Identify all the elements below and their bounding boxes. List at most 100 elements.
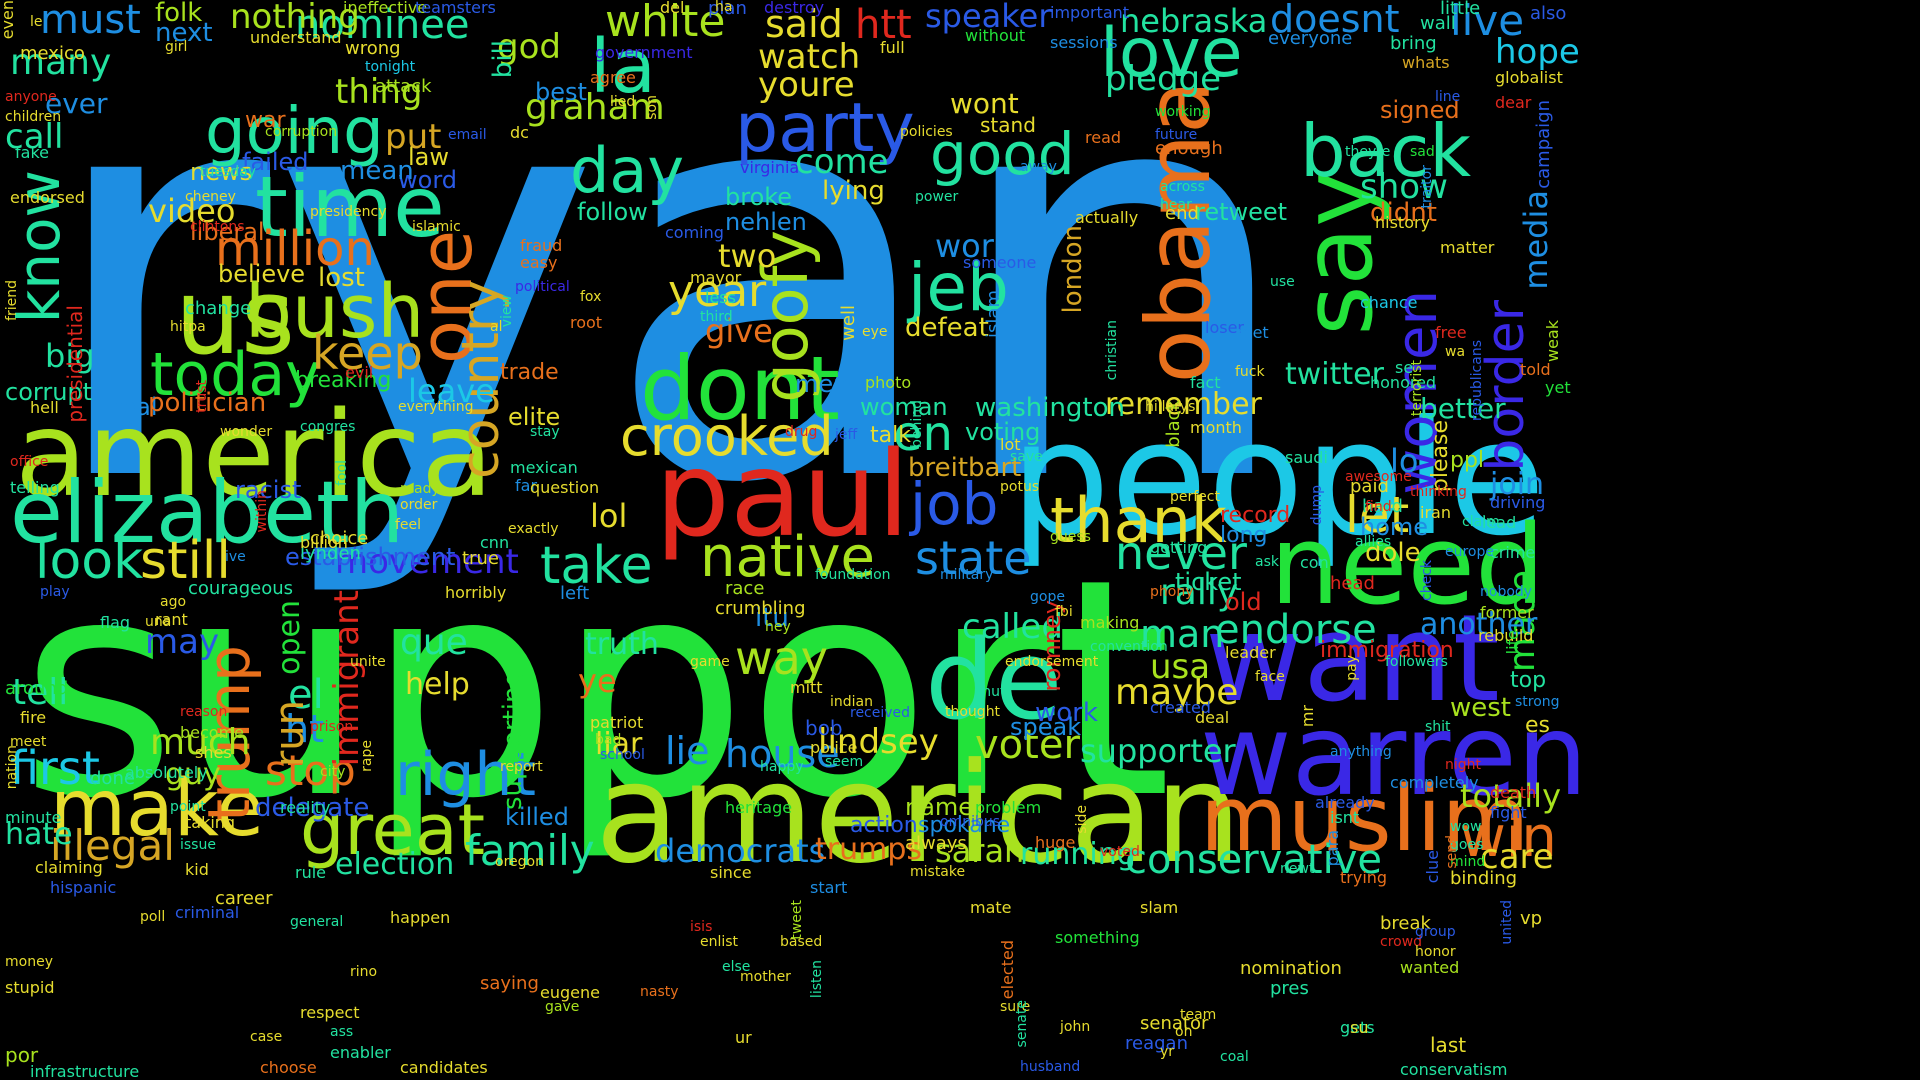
cloud-word: rant xyxy=(155,610,188,629)
cloud-word: big xyxy=(45,337,95,375)
cloud-word: video xyxy=(148,192,236,230)
cloud-word: dc xyxy=(510,123,529,142)
cloud-word: endorse xyxy=(1215,607,1377,653)
cloud-word: fuck xyxy=(1235,364,1265,380)
cloud-word: god xyxy=(497,27,561,67)
cloud-word: power xyxy=(915,189,959,205)
cloud-word: una xyxy=(145,614,172,630)
cloud-word: without xyxy=(965,26,1026,45)
cloud-word: isnt xyxy=(1330,808,1360,827)
cloud-word: ever xyxy=(45,87,108,120)
cloud-word: cnn xyxy=(480,533,510,552)
cloud-word: claim xyxy=(1462,514,1500,530)
cloud-word: jeb xyxy=(908,249,1009,326)
cloud-word: convention xyxy=(1090,639,1168,655)
cloud-word: prison xyxy=(310,719,354,735)
cloud-word: live xyxy=(1450,0,1525,45)
cloud-word: find xyxy=(1365,499,1392,515)
cloud-word: senate xyxy=(1014,1000,1030,1048)
cloud-word: gave xyxy=(545,999,580,1015)
cloud-word: republicans xyxy=(1469,340,1485,421)
cloud-word: voter xyxy=(975,722,1080,768)
cloud-word: husband xyxy=(1020,1059,1081,1075)
cloud-word: away xyxy=(1020,159,1057,175)
cloud-word: rally xyxy=(1160,572,1239,613)
cloud-word: loser xyxy=(1205,318,1244,337)
cloud-word: friend xyxy=(4,280,20,321)
cloud-word: mean xyxy=(340,156,414,186)
cloud-word: eye xyxy=(862,324,888,340)
cloud-word: rape xyxy=(359,740,375,772)
cloud-word: fbi xyxy=(1055,604,1073,620)
cloud-word: happy xyxy=(760,759,804,775)
cloud-word: taking xyxy=(185,813,236,832)
cloud-word: guess xyxy=(1050,529,1091,545)
cloud-word: conservative xyxy=(1125,837,1382,883)
cloud-word: shes xyxy=(195,743,232,762)
cloud-word: paid xyxy=(1350,476,1389,497)
cloud-word: rebuild xyxy=(1478,626,1534,645)
cloud-word: trade xyxy=(500,360,559,385)
cloud-word: race xyxy=(725,578,765,599)
cloud-word: children xyxy=(5,109,62,125)
cloud-word: today xyxy=(150,340,321,410)
cloud-word: slam xyxy=(1140,898,1179,917)
cloud-word: chance xyxy=(1360,293,1418,312)
cloud-word: globalist xyxy=(1495,68,1563,87)
cloud-word: use xyxy=(1270,274,1295,290)
cloud-word: graham xyxy=(525,87,665,128)
cloud-word: reagan xyxy=(1125,1033,1188,1054)
cloud-word: fact xyxy=(1190,373,1221,392)
cloud-word: need xyxy=(1270,501,1545,629)
cloud-word: nebraska xyxy=(1120,2,1268,40)
cloud-word: corrupt xyxy=(5,378,93,406)
cloud-word: warren xyxy=(1200,691,1588,821)
cloud-word: team xyxy=(1180,1007,1217,1023)
cloud-word: never xyxy=(1115,526,1247,580)
cloud-word: general xyxy=(290,914,344,930)
cloud-word: clintons xyxy=(190,219,245,235)
cloud-word: let xyxy=(1345,486,1410,544)
cloud-word: thinking xyxy=(1410,484,1467,500)
cloud-word: allies xyxy=(1355,534,1392,550)
cloud-word: lying xyxy=(822,176,885,206)
cloud-word: coming xyxy=(665,223,724,242)
cloud-word: photo xyxy=(865,373,912,392)
cloud-word: since xyxy=(710,863,752,882)
cloud-word: within xyxy=(254,490,270,533)
cloud-word: break xyxy=(1380,913,1431,934)
cloud-word: goes xyxy=(1450,837,1484,853)
cloud-word: ask xyxy=(1255,554,1279,570)
cloud-word: es xyxy=(1525,713,1550,738)
cloud-word: care xyxy=(1480,837,1554,877)
cloud-word: view xyxy=(499,295,515,328)
cloud-word: exactly xyxy=(508,521,559,537)
cloud-word: shut xyxy=(975,684,1006,700)
cloud-word: theyre xyxy=(1345,144,1391,160)
cloud-word: fake xyxy=(15,143,49,162)
cloud-word: future xyxy=(1155,127,1198,143)
cloud-word: john xyxy=(1060,1019,1091,1035)
cloud-word: head xyxy=(1330,573,1375,594)
cloud-word: still xyxy=(140,531,231,591)
cloud-word: home xyxy=(1360,513,1429,541)
cloud-word: lot xyxy=(1000,435,1021,454)
cloud-word: trying xyxy=(1340,868,1388,887)
cloud-word: ye xyxy=(578,662,617,700)
cloud-word: followers xyxy=(1385,654,1448,670)
cloud-word: take xyxy=(540,536,653,596)
cloud-word: hispanic xyxy=(50,878,117,897)
cloud-word: real xyxy=(112,393,158,421)
cloud-word: nobody xyxy=(1480,584,1533,600)
cloud-word: even xyxy=(0,0,17,40)
cloud-word: running xyxy=(1020,837,1136,872)
cloud-word: dont xyxy=(640,337,840,440)
cloud-word: absolutely xyxy=(125,763,208,782)
cloud-word: put xyxy=(385,117,442,157)
cloud-word: please xyxy=(1428,420,1453,493)
cloud-word: senator xyxy=(1140,1013,1209,1034)
cloud-word: foundation xyxy=(815,567,891,583)
cloud-word: check xyxy=(1419,560,1435,601)
cloud-word: evil xyxy=(345,363,374,382)
